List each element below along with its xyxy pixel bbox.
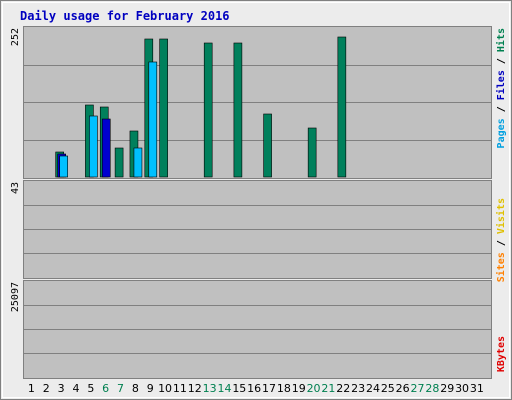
day-label-14: 14 — [217, 382, 231, 395]
kbytes-legend: KBytes — [496, 336, 507, 372]
legend-kbytes: KBytes — [496, 336, 507, 372]
hits-max-label: 252 — [10, 28, 21, 46]
legend-sep-1: / — [496, 100, 507, 118]
day-label-15: 15 — [232, 382, 246, 395]
day-label-31: 31 — [470, 382, 484, 395]
day-label-12: 12 — [188, 382, 202, 395]
day-label-4: 4 — [72, 382, 79, 395]
day-label-5: 5 — [87, 382, 94, 395]
kbytes-max-label: 25097 — [10, 282, 21, 312]
grid-lines — [24, 65, 491, 354]
day-label-8: 8 — [132, 382, 139, 395]
day-label-7: 7 — [117, 382, 124, 395]
day-label-26: 26 — [396, 382, 410, 395]
bars-layer — [55, 36, 347, 178]
bar-pages-day-3 — [59, 155, 69, 178]
day-label-22: 22 — [336, 382, 350, 395]
visits-legend: Sites / Visits — [495, 198, 507, 282]
bar-hits-day-13 — [203, 42, 213, 178]
day-label-9: 9 — [147, 382, 154, 395]
legend-pages: Pages — [496, 118, 507, 148]
chart-title: Daily usage for February 2016 — [20, 9, 230, 23]
day-labels: 1 2 3 4 5 6 7 8 9 10 11 12 13 14 15 16 17 18 19 20 21 22 23 24 2… — [28, 382, 484, 395]
day-label-24: 24 — [366, 382, 380, 395]
day-label-18: 18 — [277, 382, 291, 395]
day-label-10: 10 — [158, 382, 172, 395]
bar-hits-day-10 — [159, 38, 168, 178]
legend-hits: Hits — [495, 28, 507, 52]
day-label-16: 16 — [247, 382, 261, 395]
day-label-13: 13 — [203, 382, 217, 395]
day-label-19: 19 — [292, 382, 306, 395]
legend-sep-3: / — [496, 234, 507, 252]
day-label-11: 11 — [173, 382, 187, 395]
bar-pages-day-9 — [148, 61, 158, 178]
legend-sites: Sites — [495, 252, 507, 282]
hits-legend: Pages / Files / Hits — [495, 28, 507, 148]
bar-files-day-6 — [101, 118, 111, 178]
bar-pages-day-5 — [89, 115, 98, 178]
day-label-27: 27 — [411, 382, 425, 395]
day-label-28: 28 — [425, 382, 439, 395]
day-label-21: 21 — [321, 382, 335, 395]
legend-sep-2: / — [496, 52, 507, 70]
day-label-23: 23 — [351, 382, 365, 395]
bar-hits-day-22 — [337, 36, 347, 178]
legend-visits: Visits — [495, 198, 507, 234]
legend-files: Files — [495, 70, 507, 100]
bar-hits-day-17 — [263, 113, 272, 178]
bar-pages-day-8 — [133, 147, 143, 178]
day-label-3: 3 — [58, 382, 65, 395]
day-label-6: 6 — [102, 382, 109, 395]
day-label-17: 17 — [262, 382, 276, 395]
bar-hits-day-7 — [114, 147, 124, 178]
bar-hits-day-20 — [307, 127, 317, 178]
day-label-1: 1 — [28, 382, 35, 395]
day-label-20: 20 — [307, 382, 321, 395]
bar-hits-day-15 — [233, 42, 243, 178]
visits-max-label: 43 — [10, 182, 21, 194]
day-label-2: 2 — [43, 382, 50, 395]
day-label-29: 29 — [440, 382, 454, 395]
day-label-30: 30 — [455, 382, 469, 395]
day-label-25: 25 — [381, 382, 395, 395]
